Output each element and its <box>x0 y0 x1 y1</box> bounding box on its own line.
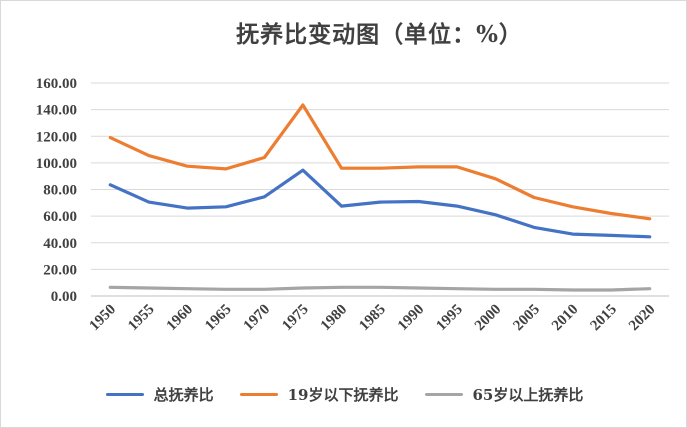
y-tick-label: 80.00 <box>43 183 77 199</box>
y-tick-label: 140.00 <box>36 103 77 119</box>
x-tick-label: 1955 <box>125 302 158 335</box>
legend-item-youth: 19岁以下抚养比 <box>239 384 399 405</box>
x-tick-label: 1975 <box>279 302 312 335</box>
y-tick-label: 160.00 <box>36 76 77 92</box>
x-tick-label: 2020 <box>626 302 659 335</box>
legend-swatch-elderly <box>424 393 463 396</box>
y-axis-ticks: 0.00 20.00 40.00 60.00 80.00 100.00 120.00 140.… <box>36 76 77 305</box>
x-tick-label: 2005 <box>510 302 543 335</box>
x-tick-label: 2010 <box>549 302 582 335</box>
legend-swatch-total <box>105 393 144 396</box>
x-tick-label: 2015 <box>588 302 621 335</box>
y-tick-label: 20.00 <box>43 262 77 278</box>
legend: 总抚养比 19岁以下抚养比 65岁以上抚养比 <box>1 384 687 405</box>
series-lines <box>108 103 652 292</box>
x-tick-label: 1950 <box>87 302 120 335</box>
y-tick-label: 60.00 <box>43 209 77 225</box>
legend-swatch-youth <box>239 393 278 396</box>
legend-label-elderly: 65岁以上抚养比 <box>472 386 584 404</box>
legend-item-total: 总抚养比 <box>105 384 214 405</box>
line-chart: 0.00 20.00 40.00 60.00 80.00 100.00 120.00 140.… <box>36 76 669 335</box>
legend-label-youth: 19岁以下抚养比 <box>287 386 399 404</box>
y-tick-label: 0.00 <box>51 289 77 305</box>
series-line-0 <box>108 168 652 239</box>
x-tick-label: 2000 <box>472 302 505 335</box>
legend-item-elderly: 65岁以上抚养比 <box>424 384 584 405</box>
chart-title: 抚养比变动图（单位：%） <box>236 21 523 48</box>
x-tick-label: 1995 <box>433 302 466 335</box>
x-axis: 1950 1955 1960 1965 1970 1975 1980 1985 1990 1995… <box>87 295 669 335</box>
series-line-2 <box>108 285 652 292</box>
x-tick-label: 1990 <box>395 302 428 335</box>
legend-label-total: 总抚养比 <box>153 386 214 404</box>
x-tick-label: 1960 <box>164 302 197 335</box>
x-tick-label: 1965 <box>202 302 235 335</box>
x-tick-label: 1970 <box>241 302 274 335</box>
gridlines <box>91 82 669 270</box>
y-tick-label: 100.00 <box>36 156 77 172</box>
x-tick-label: 1985 <box>356 302 389 335</box>
x-tick-label: 1980 <box>318 302 351 335</box>
y-tick-label: 40.00 <box>43 236 77 252</box>
y-tick-label: 120.00 <box>36 129 77 145</box>
